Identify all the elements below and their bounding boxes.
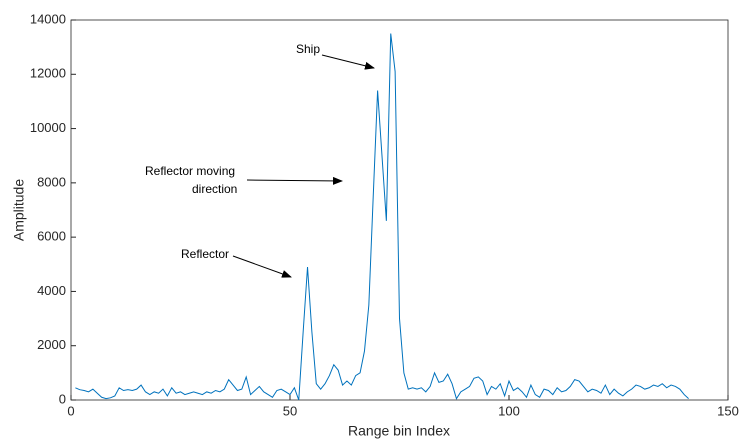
y-tick-label: 2000 (37, 337, 66, 352)
x-tick-label: 100 (498, 403, 520, 418)
y-tick-label: 8000 (37, 174, 66, 189)
x-tick-label: 50 (283, 403, 297, 418)
x-tick-label: 0 (67, 403, 74, 418)
annotation: Reflector (181, 247, 229, 261)
plot-area (70, 19, 729, 401)
y-tick-label: 14000 (30, 11, 66, 26)
arrow (232, 255, 292, 278)
annotation: direction (192, 182, 237, 196)
y-tick-label: 0 (59, 391, 66, 406)
x-tick-label: 150 (717, 403, 739, 418)
arrow (246, 176, 343, 185)
annotation: Ship (296, 42, 320, 56)
y-tick-label: 6000 (37, 229, 66, 244)
y-tick-label: 12000 (30, 66, 66, 81)
x-axis-label: Range bin Index (348, 423, 450, 439)
y-tick-label: 10000 (30, 120, 66, 135)
annotation: Reflector moving (145, 164, 235, 178)
y-axis-label: Amplitude (11, 179, 27, 241)
arrow (321, 54, 375, 70)
data-line (75, 33, 689, 401)
y-tick-label: 4000 (37, 283, 66, 298)
